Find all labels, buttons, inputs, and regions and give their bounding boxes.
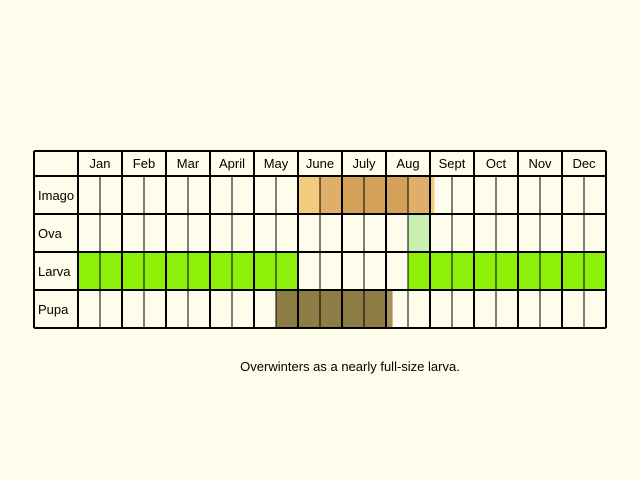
month-label-nov: Nov bbox=[528, 156, 552, 171]
month-label-mar: Mar bbox=[177, 156, 200, 171]
month-label-apr: April bbox=[219, 156, 245, 171]
period-larva-1 bbox=[408, 252, 606, 290]
month-label-oct: Oct bbox=[486, 156, 507, 171]
stage-label-larva: Larva bbox=[38, 264, 71, 279]
stage-label-pupa: Pupa bbox=[38, 302, 69, 317]
period-imago-0 bbox=[298, 176, 320, 214]
month-label-dec: Dec bbox=[572, 156, 596, 171]
period-pupa-1 bbox=[386, 290, 393, 328]
period-imago-3 bbox=[408, 176, 430, 214]
month-label-july: July bbox=[352, 156, 376, 171]
month-label-may: May bbox=[264, 156, 289, 171]
caption: Overwinters as a nearly full-size larva. bbox=[240, 359, 460, 374]
period-imago-4 bbox=[430, 176, 435, 214]
period-imago-2 bbox=[342, 176, 408, 214]
month-label-sept: Sept bbox=[439, 156, 466, 171]
period-imago-1 bbox=[320, 176, 342, 214]
stage-label-ova: Ova bbox=[38, 226, 63, 241]
month-label-aug: Aug bbox=[396, 156, 419, 171]
month-label-jan: Jan bbox=[90, 156, 111, 171]
period-pupa-0 bbox=[276, 290, 386, 328]
month-label-feb: Feb bbox=[133, 156, 155, 171]
stage-label-imago: Imago bbox=[38, 188, 74, 203]
period-ova-0 bbox=[408, 214, 430, 252]
month-label-june: June bbox=[306, 156, 334, 171]
